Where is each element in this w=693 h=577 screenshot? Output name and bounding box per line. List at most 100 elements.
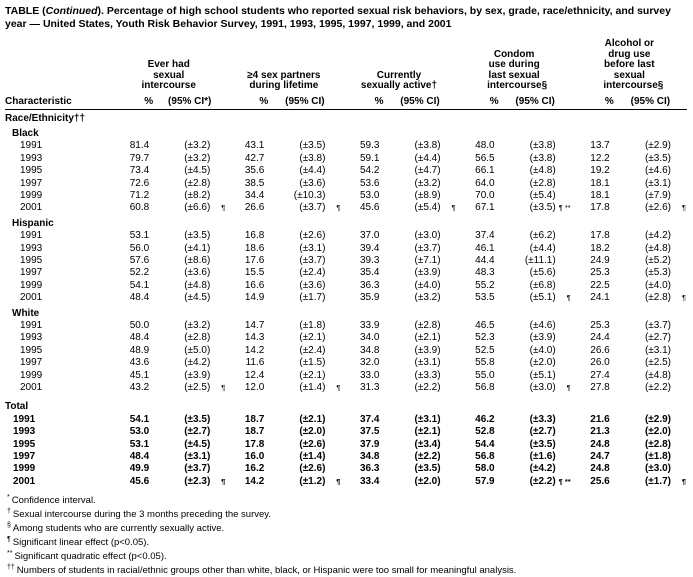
ci-value: (±3.6) xyxy=(184,267,211,279)
header-group-row: Ever had sexual intercourse ≥4 sex partn… xyxy=(5,38,687,92)
header-sub-row: Characteristic % (95% CI*) % (95% CI) % … xyxy=(5,91,687,110)
ci-value: (±1.4) xyxy=(299,382,326,394)
row-heading: Hispanic xyxy=(12,217,54,229)
ci-value: (±2.9) xyxy=(644,140,671,152)
data-row: 1999 54.1 (±4.8) 16.6 (±3.6) 36.3 (±4.0) 55.2 (±… xyxy=(5,280,687,292)
ci-value: (±3.8) xyxy=(299,152,326,164)
percent-cell: 79.7 xyxy=(129,152,150,164)
ci-cell: (±2.1) xyxy=(268,370,341,382)
ci-cell: (±2.6) xyxy=(268,463,341,475)
col-header-characteristic: Characteristic xyxy=(5,91,112,110)
ci-value: (±3.1) xyxy=(644,177,671,189)
ci-cell: (±3.7) ¶ xyxy=(268,202,341,214)
percent-cell: 53.6 xyxy=(360,177,380,189)
percent-cell: 17.8 xyxy=(590,230,610,242)
significance-marker: ¶ xyxy=(566,383,571,393)
ci-value: (±5.3) xyxy=(644,267,671,279)
percent-cell: 57.6 xyxy=(129,254,150,266)
percent-cell: 33.4 xyxy=(360,475,380,487)
ci-cell: (±3.8) xyxy=(499,153,572,165)
percent-cell: 49.9 xyxy=(129,463,150,475)
ci-value: (±2.8) xyxy=(414,320,441,331)
percent-cell: 14.3 xyxy=(244,332,265,344)
ci-cell: (±2.9) xyxy=(614,414,687,426)
row-heading: Race/Ethnicity†† xyxy=(5,112,86,124)
percent-cell: 12.2 xyxy=(590,152,610,164)
percent-cell: 52.2 xyxy=(129,267,150,279)
percent-cell: 56.0 xyxy=(129,242,150,254)
ci-value: (±2.0) xyxy=(644,426,671,438)
survey-year-label: 1999 xyxy=(20,369,43,381)
ci-value: (±3.7) xyxy=(644,320,671,331)
data-row: 1995 48.9 (±5.0) 14.2 (±2.4) 34.8 (±3.9) 52.5 (±… xyxy=(5,345,687,357)
survey-year-label: 1997 xyxy=(20,357,43,369)
ci-value: (±4.8) xyxy=(644,369,671,381)
table-title: TABLE (Continued). Percentage of high sc… xyxy=(5,5,687,30)
ci-cell: (±3.9) xyxy=(153,370,226,382)
data-row: 1997 52.2 (±3.6) 15.5 (±2.4) 35.4 (±3.9) 48.3 (±… xyxy=(5,267,687,279)
percent-cell: 60.8 xyxy=(129,202,150,214)
footnote-text: Among students who are currently sexuall… xyxy=(12,523,225,535)
significance-marker: ¶ ** xyxy=(558,203,571,213)
survey-year-label: 1995 xyxy=(20,254,43,266)
percent-cell: 34.0 xyxy=(360,332,380,344)
ci-cell: (±1.7) ¶ xyxy=(614,476,687,488)
footnote-mark: § xyxy=(7,522,11,530)
ci-value: (±3.5) xyxy=(184,413,211,425)
percent-cell: 45.6 xyxy=(129,475,150,487)
ci-cell: (±8.9) xyxy=(383,190,456,202)
survey-year-label: 1991 xyxy=(20,320,43,331)
survey-year-label: 1993 xyxy=(20,152,43,164)
ci-value: (±6.2) xyxy=(529,230,556,242)
percent-cell: 48.3 xyxy=(475,267,495,279)
ci-cell: (±3.8) xyxy=(268,153,341,165)
data-row: 1993 48.4 (±2.8) 14.3 (±2.1) 34.0 (±2.1) 52.3 (±… xyxy=(5,332,687,344)
ci-value: (±1.8) xyxy=(644,451,671,463)
percent-cell: 18.7 xyxy=(244,426,265,438)
ci-cell: (±2.5) xyxy=(614,357,687,369)
ci-cell: (±5.1) ¶ xyxy=(499,292,572,304)
percent-cell: 35.4 xyxy=(360,267,380,279)
ci-value: (±2.5) xyxy=(184,382,211,394)
ci-cell: (±2.7) xyxy=(153,426,226,438)
percent-cell: 27.8 xyxy=(590,382,610,394)
col-header-percent: % xyxy=(571,91,614,110)
survey-year-label: 1993 xyxy=(20,242,43,254)
percent-cell: 16.2 xyxy=(244,463,265,475)
ci-value: (±4.0) xyxy=(644,279,671,291)
ci-value: (±4.2) xyxy=(184,357,211,369)
ci-value: (±2.2) xyxy=(414,451,441,463)
ci-value: (±8.2) xyxy=(184,189,211,201)
footnote-text: Sexual intercourse during the 3 months p… xyxy=(12,509,271,521)
ci-value: (±4.0) xyxy=(414,279,441,291)
footnote-mark: ** xyxy=(7,550,13,558)
ci-cell: (±3.2) xyxy=(383,292,456,304)
row-heading: Black xyxy=(12,127,39,139)
ci-value: (±3.8) xyxy=(414,140,441,152)
percent-cell: 48.4 xyxy=(129,292,150,304)
percent-cell: 46.2 xyxy=(475,413,495,425)
ci-value: (±3.0) xyxy=(414,230,441,242)
percent-cell: 53.0 xyxy=(360,189,380,201)
ci-cell: (±5.4) ¶ xyxy=(383,202,456,214)
col-group-label: Ever had sexual intercourse xyxy=(141,59,196,91)
ci-cell: (±5.2) xyxy=(614,255,687,267)
ci-value: (±2.9) xyxy=(644,413,671,425)
percent-cell: 73.4 xyxy=(129,165,150,177)
percent-cell: 52.3 xyxy=(475,332,495,344)
percent-cell: 16.6 xyxy=(244,279,265,291)
percent-cell: 17.6 xyxy=(244,254,265,266)
ci-value: (±2.3) xyxy=(184,475,211,487)
ci-value: (±3.3) xyxy=(414,369,441,381)
ci-value: (±5.1) xyxy=(529,292,556,304)
percent-cell: 34.4 xyxy=(244,189,265,201)
ci-value: (±3.8) xyxy=(529,152,556,164)
col-group-4-plus-sex-partners: ≥4 sex partners during lifetime xyxy=(226,39,341,92)
significance-marker: ¶ xyxy=(336,476,341,486)
ci-value: (±6.8) xyxy=(529,279,556,291)
ci-cell: (±4.0) xyxy=(499,345,572,357)
footnote-mark: †† xyxy=(7,564,15,572)
ci-cell: (±4.2) xyxy=(153,357,226,369)
ci-cell: (±2.2) xyxy=(614,382,687,394)
